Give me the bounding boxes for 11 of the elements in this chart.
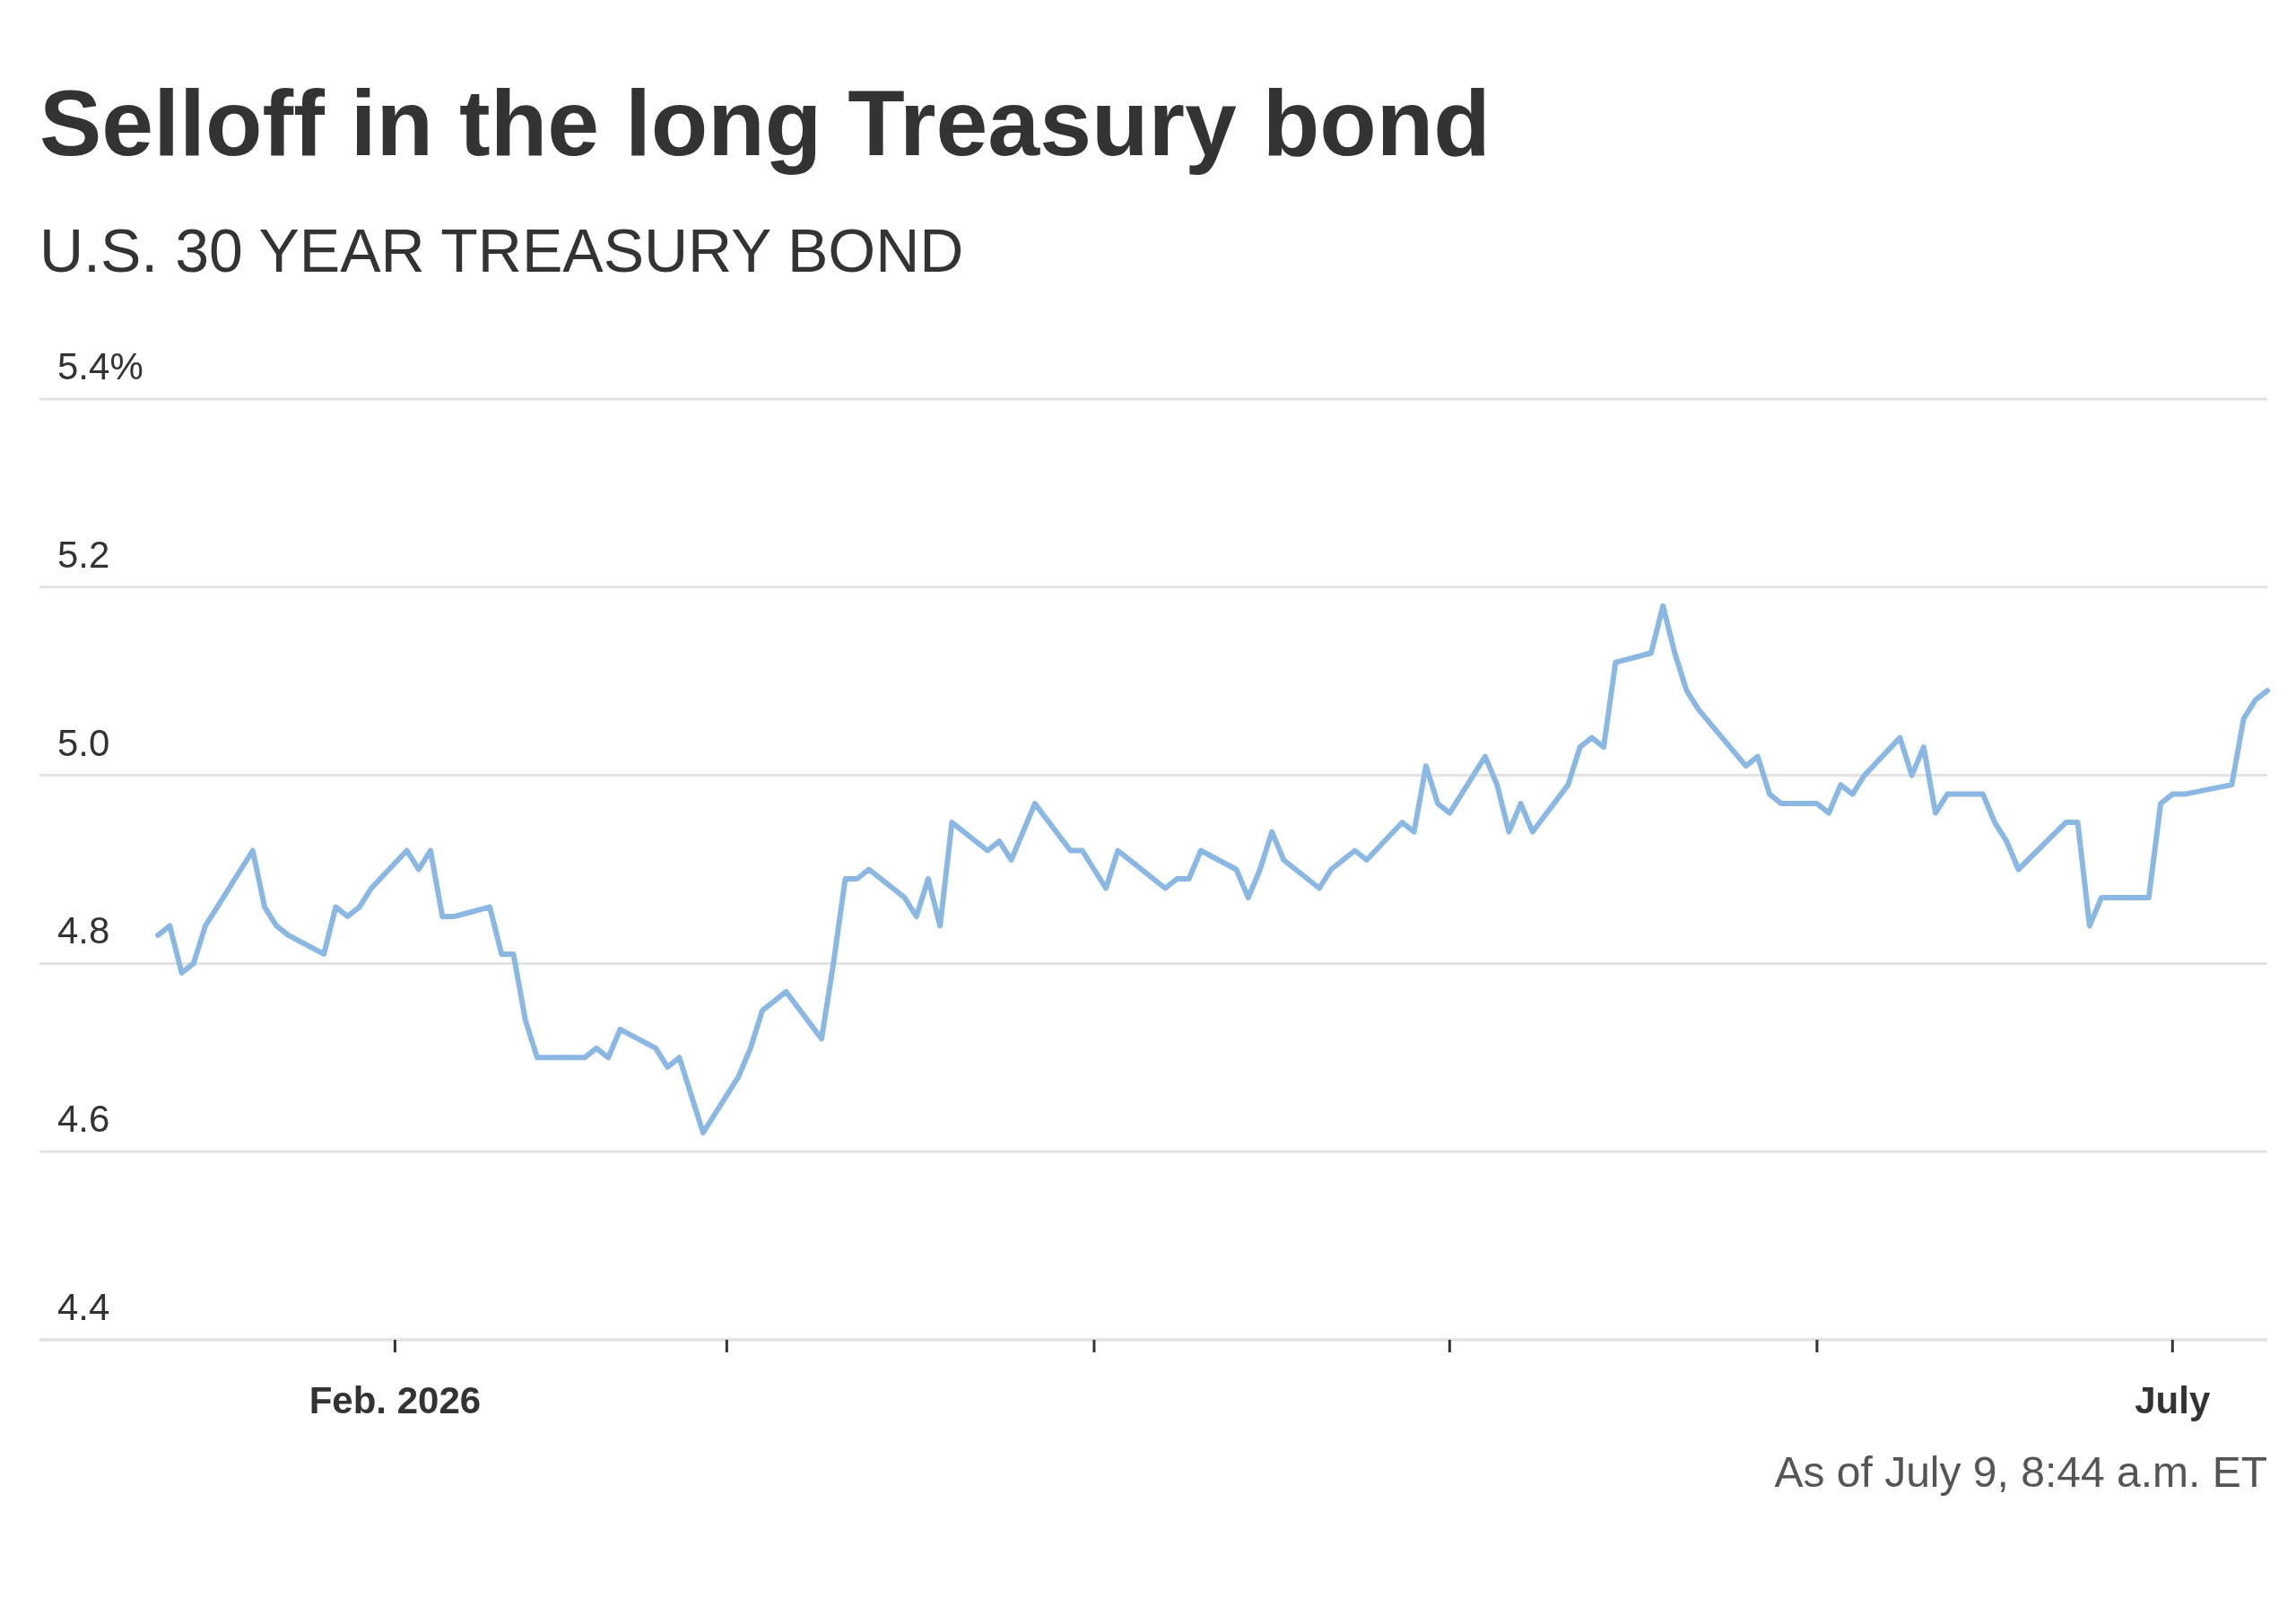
y-tick-label: 5.2 bbox=[57, 533, 110, 576]
y-tick-label: 4.6 bbox=[57, 1098, 110, 1141]
y-tick-label: 4.4 bbox=[57, 1286, 110, 1328]
text: As of July 9, 8:44 a.m. ET bbox=[1774, 1448, 2267, 1496]
chart-title: Selloff in the long Treasury bond bbox=[39, 71, 1491, 175]
x-tick-label: Feb. 2026 bbox=[309, 1379, 482, 1421]
y-tick-label: 5.4% bbox=[57, 345, 144, 387]
y-tick-label: 5.0 bbox=[57, 721, 110, 764]
x-tick-label: July bbox=[2135, 1379, 2211, 1421]
chart-subtitle: U.S. 30 YEAR TREASURY BOND bbox=[39, 216, 964, 284]
y-tick-label: 4.8 bbox=[57, 909, 110, 952]
